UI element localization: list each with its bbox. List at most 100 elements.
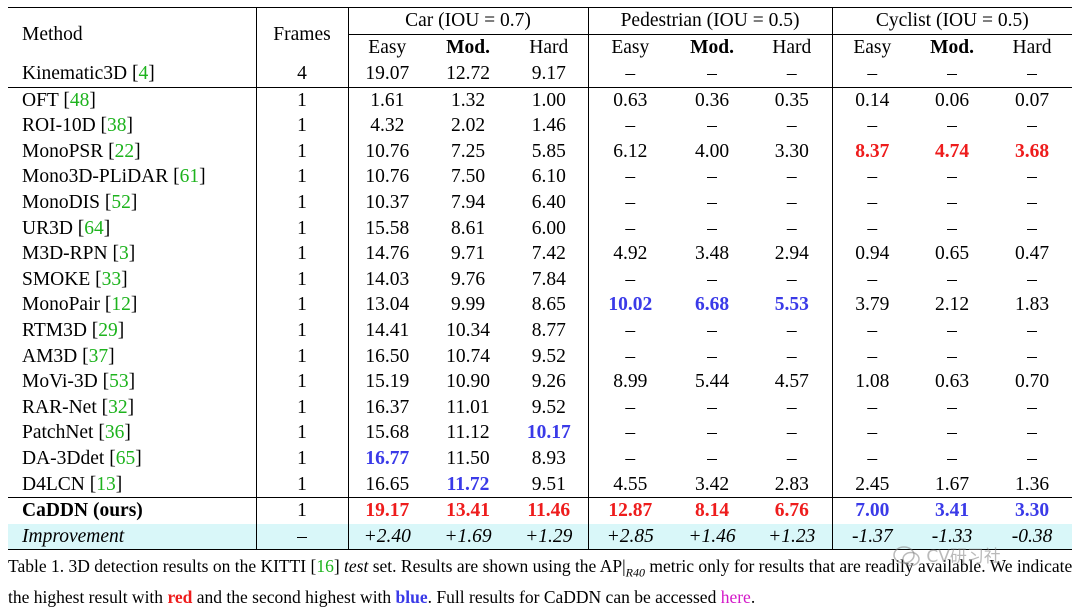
value-cell: 8.99 bbox=[613, 371, 648, 393]
value-cell: 10.34 bbox=[446, 319, 490, 341]
method-name: MonoPSR bbox=[22, 140, 104, 162]
value-cell: 7.50 bbox=[450, 166, 486, 188]
value-cell: 1.00 bbox=[510, 86, 589, 114]
frames-cell: – bbox=[256, 523, 349, 551]
frames-cell: 1 bbox=[256, 113, 349, 139]
value-cell: – bbox=[625, 422, 636, 444]
caption-text: metric only for results that are readily… bbox=[8, 556, 1073, 607]
value-cell: 5.44 bbox=[694, 371, 730, 393]
method-name: MonoPair bbox=[22, 294, 100, 316]
table-row: DA-3Ddet [65] 1 16.77 11.50 8.93 – – – – – – bbox=[8, 445, 1072, 472]
citation-link[interactable]: 38 bbox=[107, 115, 127, 137]
value-cell: 4.00 bbox=[694, 140, 730, 162]
table-row: PatchNet [36] 1 15.68 11.12 10.17 – – – – – – bbox=[8, 420, 1072, 446]
value-cell: 0.70 bbox=[1014, 371, 1050, 393]
caption-here-link[interactable]: here bbox=[720, 586, 751, 607]
citation-link[interactable]: 52 bbox=[111, 191, 131, 213]
value-cell: 13.04 bbox=[365, 294, 410, 316]
value-cell: 12.87 bbox=[588, 497, 673, 524]
citation-link[interactable]: 33 bbox=[101, 268, 122, 290]
value-cell: 1.32 bbox=[426, 86, 510, 114]
watermark-text: CV研习社 bbox=[926, 547, 1001, 567]
value-cell: – bbox=[1027, 422, 1037, 444]
method-name: RAR-Net bbox=[22, 396, 97, 418]
cyc-mod-header: Mod. bbox=[930, 37, 974, 58]
table-caption: Table 1. 3D detection results on the KIT… bbox=[8, 554, 1074, 609]
value-cell: 1.36 bbox=[1014, 473, 1050, 495]
method-name: CaDDN (ours) bbox=[22, 500, 143, 522]
citation-link[interactable]: 48 bbox=[69, 89, 90, 111]
value-cell: 6.40 bbox=[510, 189, 589, 216]
value-cell: 4.74 bbox=[934, 140, 970, 162]
value-cell: – bbox=[1027, 447, 1037, 469]
value-cell: – bbox=[867, 319, 878, 341]
citation-link[interactable]: 36 bbox=[104, 422, 125, 444]
caption-red-word: red bbox=[167, 586, 193, 607]
citation-link[interactable]: 53 bbox=[109, 371, 129, 393]
value-cell: 7.25 bbox=[450, 140, 486, 162]
method-cell: D4LCN [13] bbox=[8, 471, 257, 498]
value-cell: +2.40 bbox=[348, 523, 426, 551]
value-cell: 6.76 bbox=[752, 497, 833, 524]
value-cell: – bbox=[707, 63, 717, 84]
citation-link[interactable]: 4 bbox=[138, 63, 149, 84]
value-cell: – bbox=[752, 394, 833, 421]
value-cell: 3.30 bbox=[992, 497, 1073, 524]
value-cell: – bbox=[867, 268, 878, 290]
value-cell: +1.69 bbox=[426, 523, 510, 551]
method-cell: DA-3Ddet [65] bbox=[8, 445, 257, 472]
value-cell: – bbox=[752, 164, 833, 190]
value-cell: 4.92 bbox=[613, 243, 648, 265]
value-cell: 7.94 bbox=[450, 191, 486, 213]
citation-link[interactable]: 22 bbox=[114, 140, 135, 162]
citation-link[interactable]: 29 bbox=[98, 319, 118, 341]
value-cell: 5.85 bbox=[510, 138, 589, 165]
value-cell: 3.48 bbox=[694, 243, 730, 265]
method-name: PatchNet bbox=[22, 422, 94, 444]
method-cell: CaDDN (ours) bbox=[8, 497, 257, 524]
citation-link[interactable]: 32 bbox=[108, 396, 128, 418]
caption-citation-link[interactable]: 16 bbox=[316, 556, 334, 576]
value-cell: – bbox=[752, 61, 833, 88]
caption-text: set. Results are shown using the AP| bbox=[368, 556, 626, 576]
value-cell: – bbox=[867, 191, 878, 213]
method-name: MonoDIS bbox=[22, 191, 101, 213]
method-name: Kinematic3D bbox=[22, 63, 128, 84]
caption-text: Table 1. 3D detection results on the KIT… bbox=[8, 556, 317, 576]
value-cell: – bbox=[947, 396, 957, 418]
value-cell: 15.19 bbox=[365, 371, 410, 393]
table-row: Mono3D-PLiDAR [61] 1 10.76 7.50 6.10 – – – – – – bbox=[8, 164, 1072, 190]
citation-link[interactable]: 65 bbox=[115, 447, 136, 469]
value-cell: 9.52 bbox=[510, 394, 589, 421]
citation-link[interactable]: 13 bbox=[96, 473, 116, 495]
pedestrian-group-header: Pedestrian (IOU = 0.5) bbox=[588, 7, 833, 35]
citation-link[interactable]: 3 bbox=[118, 243, 129, 265]
value-cell: 9.71 bbox=[450, 243, 486, 265]
value-cell: – bbox=[867, 217, 878, 239]
method-name: Improvement bbox=[22, 525, 125, 547]
value-cell: – bbox=[1027, 115, 1037, 137]
value-cell: 6.10 bbox=[510, 164, 589, 190]
citation-link[interactable]: 61 bbox=[179, 166, 200, 188]
table-row: M3D-RPN [3] 1 14.76 9.71 7.42 4.92 3.48 2.94 0.9… bbox=[8, 241, 1072, 267]
value-cell: -0.38 bbox=[992, 523, 1073, 551]
citation-link[interactable]: 64 bbox=[84, 217, 104, 239]
value-cell: 7.84 bbox=[510, 266, 589, 293]
frames-cell: 1 bbox=[256, 189, 349, 216]
table-row: D4LCN [13] 1 16.65 11.72 9.51 4.55 3.42 2.83 2.4… bbox=[8, 471, 1072, 498]
value-cell: 0.35 bbox=[752, 86, 833, 114]
frames-cell: 1 bbox=[256, 215, 349, 242]
value-cell: 8.14 bbox=[672, 497, 753, 524]
value-cell: 9.26 bbox=[510, 369, 589, 395]
value-cell: – bbox=[707, 396, 717, 418]
value-cell: – bbox=[1027, 217, 1037, 239]
value-cell: – bbox=[1027, 268, 1037, 290]
value-cell: 15.68 bbox=[365, 422, 410, 444]
value-cell: +1.46 bbox=[672, 523, 753, 551]
citation-link[interactable]: 37 bbox=[88, 345, 109, 367]
results-table: Method Frames Car (IOU = 0.7) Pedestrian… bbox=[8, 7, 1073, 551]
value-cell: -1.37 bbox=[832, 523, 913, 551]
citation-link[interactable]: 12 bbox=[111, 294, 131, 316]
value-cell: – bbox=[707, 115, 717, 137]
value-cell: 6.00 bbox=[510, 215, 589, 242]
